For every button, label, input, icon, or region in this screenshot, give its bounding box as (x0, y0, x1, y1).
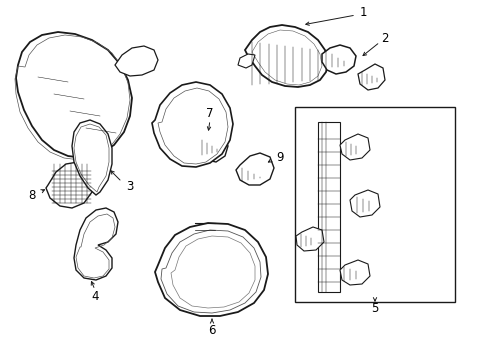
Polygon shape (322, 45, 356, 74)
Polygon shape (350, 190, 380, 217)
Polygon shape (238, 54, 255, 68)
Polygon shape (340, 134, 370, 160)
Polygon shape (296, 227, 324, 251)
Text: 5: 5 (371, 302, 379, 315)
Polygon shape (72, 120, 112, 195)
Polygon shape (16, 32, 132, 158)
Polygon shape (318, 122, 340, 292)
Polygon shape (358, 64, 385, 90)
Polygon shape (198, 132, 228, 162)
Polygon shape (46, 162, 94, 208)
Polygon shape (115, 46, 158, 76)
Text: 9: 9 (276, 150, 284, 163)
Text: 6: 6 (208, 324, 216, 337)
Text: 4: 4 (91, 291, 99, 303)
Polygon shape (155, 223, 268, 316)
Polygon shape (74, 208, 118, 280)
Text: 7: 7 (206, 107, 214, 120)
Polygon shape (245, 25, 328, 87)
Text: 1: 1 (359, 5, 367, 18)
Text: 2: 2 (381, 32, 389, 45)
Text: 8: 8 (28, 189, 36, 202)
Bar (295, 107, 455, 302)
Polygon shape (152, 82, 233, 167)
Polygon shape (340, 260, 370, 285)
Text: 3: 3 (126, 180, 134, 193)
Polygon shape (236, 153, 274, 185)
